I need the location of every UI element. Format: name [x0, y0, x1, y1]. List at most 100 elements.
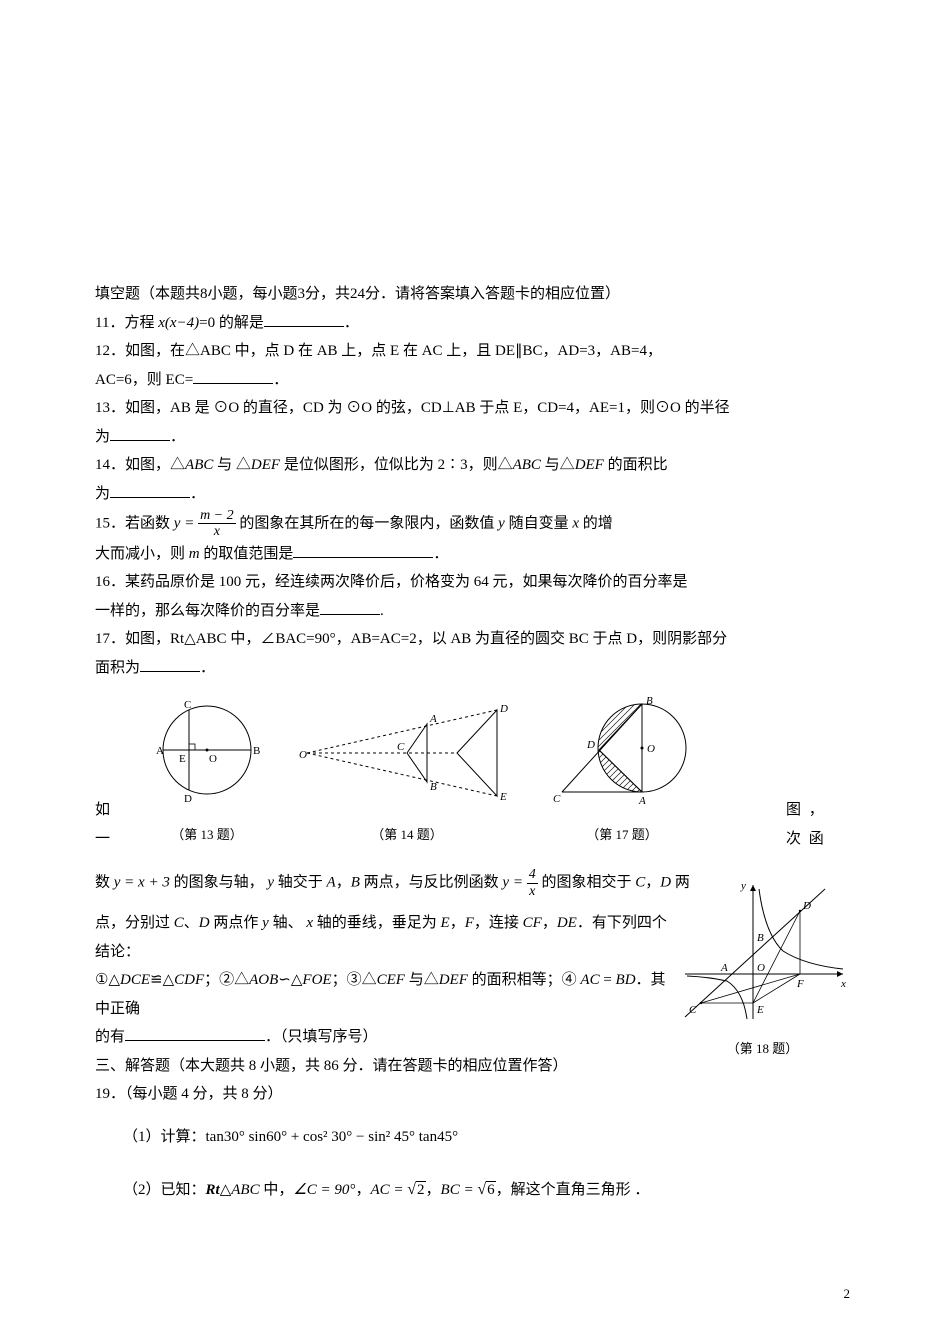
- q18-b: 的图象与轴，: [170, 875, 268, 891]
- q14-b: 与 △: [213, 457, 251, 473]
- fig18-F: F: [796, 978, 804, 990]
- fig14-O: O: [299, 749, 307, 761]
- q19-p2: （2）已知：Rt△ABC 中，∠C = 90°，AC = 2，BC = 6，解这…: [95, 1175, 850, 1205]
- q19-expr1: tan30° sin60° + cos² 30° − sin² 45° tan4…: [206, 1129, 459, 1145]
- q13-text1: 如图，AB 是 ⊙O 的直径，CD 为 ⊙O 的弦，CD⊥AB 于点 E，CD=…: [125, 400, 730, 416]
- q18-D2: D: [199, 915, 210, 931]
- q18-d: 两点，与反比例函数: [360, 875, 503, 891]
- q19-p2-label: （2）已知：: [123, 1182, 206, 1198]
- fig18-E: E: [756, 1004, 764, 1016]
- q15-line2: 大而减小，则 m 的取值范围是．: [95, 540, 850, 569]
- fig17-A: A: [638, 795, 646, 807]
- fig13-block: A B C D E O （第 13 题）: [147, 698, 267, 847]
- q14-a: 如图，△: [125, 457, 185, 473]
- q14-def2: DEF: [575, 457, 604, 473]
- document-body: 填空题（本题共8小题，每小题3分，共24分．请将答案填入答题卡的相应位置） 11…: [95, 280, 850, 1206]
- q16-num: 16．: [95, 574, 125, 590]
- q19-rad2: 2: [416, 1181, 426, 1198]
- q18-comma2: ，: [645, 875, 660, 891]
- q16-2a: 一样的，那么每次降价的百分率是: [95, 603, 320, 619]
- q15-num: 15．: [95, 515, 125, 531]
- fig18-D: D: [802, 900, 811, 912]
- q18-2b: 、: [184, 915, 199, 931]
- q19-tb: ，: [355, 1182, 370, 1198]
- side-right-b: 次 函: [786, 825, 850, 854]
- q18-f: 两: [671, 875, 690, 891]
- fig17-D: D: [586, 739, 595, 751]
- page-number: 2: [844, 1282, 851, 1307]
- fig17-C: C: [553, 793, 561, 805]
- q13-blank: [110, 426, 170, 441]
- q16-blank: [320, 600, 380, 615]
- fig13-E: E: [179, 753, 186, 765]
- q18-DEF: DEF: [439, 972, 468, 988]
- q14-blank: [110, 483, 190, 498]
- fig13-B: B: [253, 745, 260, 757]
- q15-m: m: [189, 546, 200, 562]
- q14-line2: 为．: [95, 480, 850, 509]
- q18-AC: AC: [580, 972, 599, 988]
- q11: 11．方程 x(x−4)=0 的解是．: [95, 309, 850, 338]
- fig17-B: B: [646, 695, 653, 707]
- q15-y: y: [498, 515, 505, 531]
- q13-text2b: ．: [170, 429, 185, 445]
- q12-text2b: ．: [273, 372, 288, 388]
- q19-p1-label: （1）计算：: [123, 1129, 206, 1145]
- fig18-A: A: [720, 962, 728, 974]
- q18-frac: 4x: [527, 867, 538, 899]
- q19-rt: Rt: [206, 1182, 220, 1198]
- q14-num: 14．: [95, 457, 125, 473]
- q18-4a: 的有: [95, 1029, 125, 1045]
- q18-B: B: [351, 875, 360, 891]
- fig14-caption: （第 14 题）: [297, 823, 517, 848]
- q19-sqrt2: 2: [407, 1175, 425, 1205]
- q11-expr: x(x−4): [158, 315, 199, 331]
- q18-2c: 两点作: [210, 915, 263, 931]
- q13-text2a: 为: [95, 429, 110, 445]
- q18-e: 的图象相交于: [538, 875, 636, 891]
- q18-frac-num: 4: [527, 867, 538, 883]
- q18-comma1: ，: [336, 875, 351, 891]
- q15-2c: ．: [433, 546, 448, 562]
- q15-d: 的增: [579, 515, 613, 531]
- q18-comma3: ，: [450, 915, 465, 931]
- side-right-a: 图 ，: [786, 796, 850, 825]
- q18-A: A: [327, 875, 336, 891]
- q15-frac-den: x: [198, 524, 236, 539]
- q17-num: 17．: [95, 631, 125, 647]
- q18-FOE: FOE: [302, 972, 331, 988]
- q19-tc: ，: [426, 1182, 441, 1198]
- fig17-block: B A C D O （第 17 题）: [547, 690, 697, 847]
- q19-td: ，解这个直角三角形 ．: [496, 1182, 650, 1198]
- q15-line1: 15．若函数 y = m − 2x 的图象在其所在的每一象限内，函数值 y 随自…: [95, 508, 850, 540]
- fig14-A: A: [429, 713, 437, 725]
- q18-c2: ；②△: [204, 972, 249, 988]
- q11-text-c: ．: [344, 315, 359, 331]
- fig18-O: O: [757, 962, 765, 974]
- q19-bclhs: BC =: [441, 1182, 478, 1198]
- q15-2b: 的取值范围是: [200, 546, 294, 562]
- fig18-svg: x y O D C A B E F: [675, 879, 850, 1024]
- q18-c5: 的面积相等；④: [468, 972, 581, 988]
- q15-frac-num: m − 2: [198, 508, 236, 524]
- figures-row-container: 如 一 A B C D E O （第 13 题）: [95, 682, 850, 853]
- q18-CEF: CEF: [377, 972, 405, 988]
- fig17-svg: B A C D O: [547, 690, 697, 808]
- q16-line1: 16．某药品原价是 100 元，经连续两次降价后，价格变为 64 元，如果每次降…: [95, 568, 850, 597]
- q18-DE: DE: [557, 915, 577, 931]
- q18-DCE: DCE: [120, 972, 150, 988]
- fig14-block: O A B C D E （第 14 题）: [297, 698, 517, 847]
- q18-y1: y: [267, 875, 274, 891]
- q19-sqrt6: 6: [477, 1175, 495, 1205]
- q13-line2: 为．: [95, 423, 850, 452]
- q12-line1: 12．如图，在△ABC 中，点 D 在 AB 上，点 E 在 AC 上，且 DE…: [95, 337, 850, 366]
- q19-ta: 中，: [260, 1182, 294, 1198]
- q18-C2: C: [174, 915, 184, 931]
- q14-2a: 为: [95, 486, 110, 502]
- q18-eq2lhs: y =: [502, 875, 526, 891]
- q18-a: 数: [95, 875, 114, 891]
- fig13-caption: （第 13 题）: [147, 823, 267, 848]
- q11-text-b: =0 的解是: [199, 315, 264, 331]
- q19-header: 19．（每小题 4 分，共 8 分）: [95, 1080, 850, 1109]
- side-left: 如 一: [95, 796, 127, 853]
